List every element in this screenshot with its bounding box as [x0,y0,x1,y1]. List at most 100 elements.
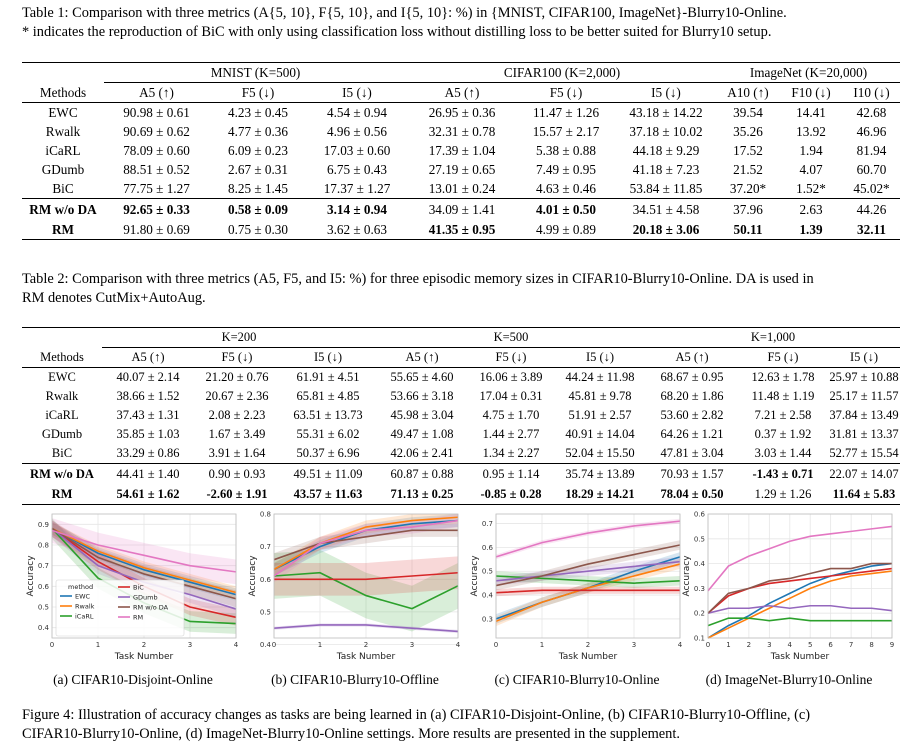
table-cell: 68.67 ± 0.95 [660,370,724,384]
legend-entry: Rwalk [75,603,95,611]
plot-frame [273,513,459,639]
table-cell: 50.11 [717,220,779,240]
table-cell: 4.01 ± 0.50 [517,198,615,220]
table-cell: 90.98 ± 0.61 [123,105,190,120]
subcaption-c: (c) CIFAR10-Blurry10-Online [494,672,660,687]
column-header: F5 (↓) [517,82,615,103]
table-cell: 25.17 ± 11.57 [829,389,899,403]
methods-header: Methods [22,347,102,368]
x-tick-label: 1 [540,641,544,649]
group-header: K=200 [102,327,376,348]
series-line [707,562,892,614]
table-cell: 11.48 ± 1.19 [751,389,815,403]
table-cell: 37.84 ± 13.49 [829,408,899,422]
x-tick-label: 4 [234,641,239,649]
table-cell: 16.06 ± 3.89 [479,370,543,384]
method-name: Rwalk [45,389,79,403]
table2-caption-line2: RM denotes CutMix+AutoAug. [22,290,206,306]
legend-entry: iCaRL [75,613,94,621]
legend: method EWC Rwalk iCaRL BiC GDumb RM w/o DA RM [55,579,185,637]
series-line [707,567,893,614]
table-cell: 51.91 ± 2.57 [568,408,632,422]
y-tick-label: 0.5 [260,608,271,616]
series-line [495,520,681,558]
y-tick-label: 0.1 [694,635,705,643]
table-cell: 44.18 ± 9.29 [632,143,700,158]
group-header-row: MNIST (K=500) CIFAR100 (K=2,000) ImageNet … [22,62,900,83]
series-line [707,562,893,639]
table-cell: 44.24 ± 11.98 [565,370,635,384]
table-cell: 60.87 ± 0.88 [376,463,468,485]
table-cell: 40.91 ± 14.04 [565,427,635,441]
group-header: K=500 [376,327,646,348]
table-cell: 49.47 ± 1.08 [390,427,454,441]
figure-caption-line2: CIFAR10-Blurry10-Online, (d) ImageNet-Bl… [22,726,680,742]
series-line [707,570,893,639]
table-row: RM 91.80 ± 0.69 0.75 ± 0.30 3.62 ± 0.63 41.3… [22,220,900,240]
table-cell: 70.93 ± 1.57 [646,463,738,485]
table-cell: 42.06 ± 2.41 [390,446,454,460]
table-row: BiC 33.29 ± 0.86 3.91 ± 1.64 50.37 ± 6.96 42… [22,444,900,464]
column-header: I5 (↓) [307,82,407,103]
x-tick-label: 5 [808,641,812,649]
column-header: F5 (↓) [738,347,828,368]
series-line [273,516,459,571]
series-line [707,604,893,614]
series-band [274,556,458,596]
legend-entry: RM w/o DA [133,604,169,612]
group-header: ImageNet (K=20,000) [717,62,900,83]
table-cell: 25.97 ± 10.88 [829,370,899,384]
table-cell: 8.25 ± 1.45 [228,181,288,196]
figure-caption-line1: Figure 4: Illustration of accuracy chang… [22,707,811,723]
group-header-row: K=200 K=500 K=1,000 [22,327,900,348]
table1-caption-line2: * indicates the reproduction of BiC with… [22,24,772,40]
column-header: A10 (↑) [717,82,779,103]
table-cell: 53.84 ± 11.85 [629,181,703,196]
group-header: MNIST (K=500) [104,62,407,83]
method-name: BiC [51,446,73,460]
table-cell: 4.96 ± 0.56 [327,124,387,139]
x-tick-label: 4 [788,641,793,649]
group-header-blank [22,327,102,348]
series-band [52,522,236,601]
chart-panel-a: 0.4 0.5 0.6 0.7 0.8 0.9 0 1 2 3 4 Task Number Accura… [26,513,239,662]
methods-header: Methods [22,82,104,103]
y-axis-label: Accuracy [470,555,480,597]
plot-frame [707,513,893,639]
column-header: I5 (↓) [615,82,717,103]
table-cell: 22.07 ± 14.07 [828,463,900,485]
table-cell: 54.61 ± 1.62 [102,485,194,505]
method-name: RM w/o DA [22,198,104,220]
series-line [274,571,459,581]
column-header-row: Methods A5 (↑) F5 (↓) I5 (↓) A5 (↑) F5 (↓) I5 … [22,347,900,368]
table-cell: 18.29 ± 14.21 [554,485,646,505]
table-cell: 37.43 ± 1.31 [116,408,180,422]
table-cell: 6.75 ± 0.43 [327,162,387,177]
series-line [495,589,680,594]
table-cell: 6.09 ± 0.23 [228,143,288,158]
series-band [274,514,458,583]
y-tick-label: 0.5 [38,604,49,612]
table-cell: 39.54 [733,105,763,120]
table-cell: 20.18 ± 3.06 [615,220,717,240]
table-cell: 13.92 [796,124,826,139]
table-cell: -1.43 ± 0.71 [738,463,828,485]
column-header: A5 (↑) [646,347,738,368]
table2-caption: Table 2: Comparison with three metrics (… [22,270,900,308]
y-axis-label: Accuracy [248,555,258,597]
table-cell: 1.44 ± 2.77 [482,427,540,441]
table-cell: 3.62 ± 0.63 [307,220,407,240]
table1: MNIST (K=500) CIFAR100 (K=2,000) ImageNet … [22,62,900,240]
x-tick-label: 1 [318,641,322,649]
table-cell: 38.66 ± 1.52 [116,389,180,403]
table-cell: 1.94 [799,143,823,158]
y-tick-label: 0.8 [38,542,49,550]
table-cell: 31.81 ± 13.37 [829,427,899,441]
series-line [707,617,892,627]
table-cell: 50.37 ± 6.96 [296,446,360,460]
subcaption-b: (b) CIFAR10-Blurry10-Offline [271,672,439,687]
table-cell: 40.07 ± 2.14 [116,370,180,384]
table-cell: 1.39 [779,220,843,240]
y-tick-label: 0.6 [482,544,494,552]
table-cell: 2.08 ± 2.23 [208,408,266,422]
